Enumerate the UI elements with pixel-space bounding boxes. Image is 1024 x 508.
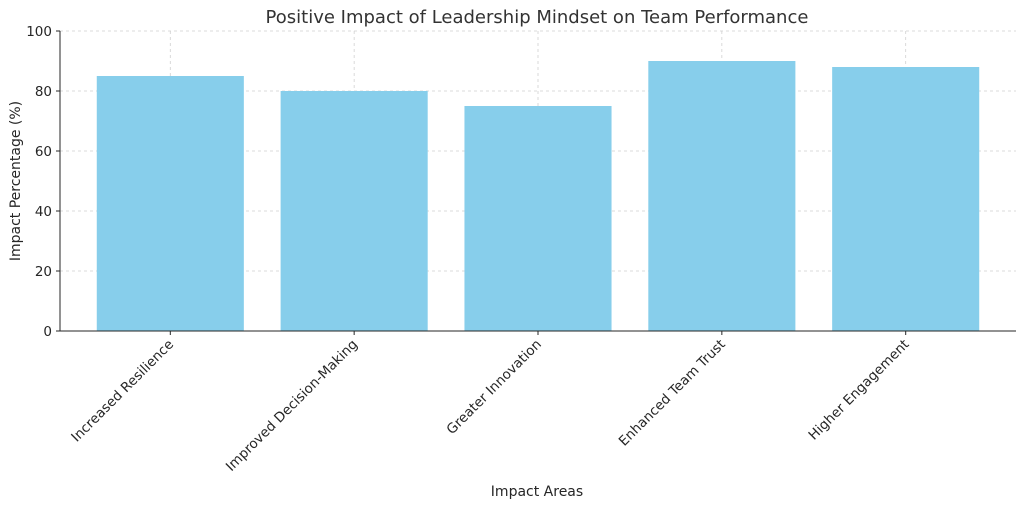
- x-tick-label: Increased Resilience: [68, 337, 177, 446]
- chart-title: Positive Impact of Leadership Mindset on…: [266, 7, 809, 28]
- bar-increased-resilience: [96, 76, 244, 331]
- x-tick-label: Improved Decision-Making: [223, 337, 361, 475]
- x-tick-label: Greater Innovation: [444, 337, 545, 438]
- y-axis-label: Impact Percentage (%): [8, 101, 24, 261]
- y-tick-label: 20: [35, 264, 52, 280]
- y-tick-label: 60: [35, 144, 52, 160]
- bar-enhanced-team-trust: [648, 61, 796, 331]
- x-tick-label: Higher Engagement: [806, 337, 913, 444]
- bar-greater-innovation: [464, 106, 612, 331]
- y-tick-label: 100: [26, 24, 52, 40]
- y-tick-label: 0: [43, 324, 52, 340]
- y-tick-label: 40: [35, 204, 52, 220]
- x-axis-label: Impact Areas: [491, 484, 583, 500]
- x-tick-label: Enhanced Team Trust: [616, 337, 729, 450]
- bars: [96, 61, 980, 331]
- bar-improved-decision-making: [280, 91, 428, 331]
- x-ticks: Increased Resilience Improved Decision-Ma…: [68, 331, 913, 475]
- y-tick-label: 80: [35, 84, 52, 100]
- y-ticks: 0 20 40 60 80 100: [26, 24, 60, 340]
- bar-higher-engagement: [832, 67, 980, 331]
